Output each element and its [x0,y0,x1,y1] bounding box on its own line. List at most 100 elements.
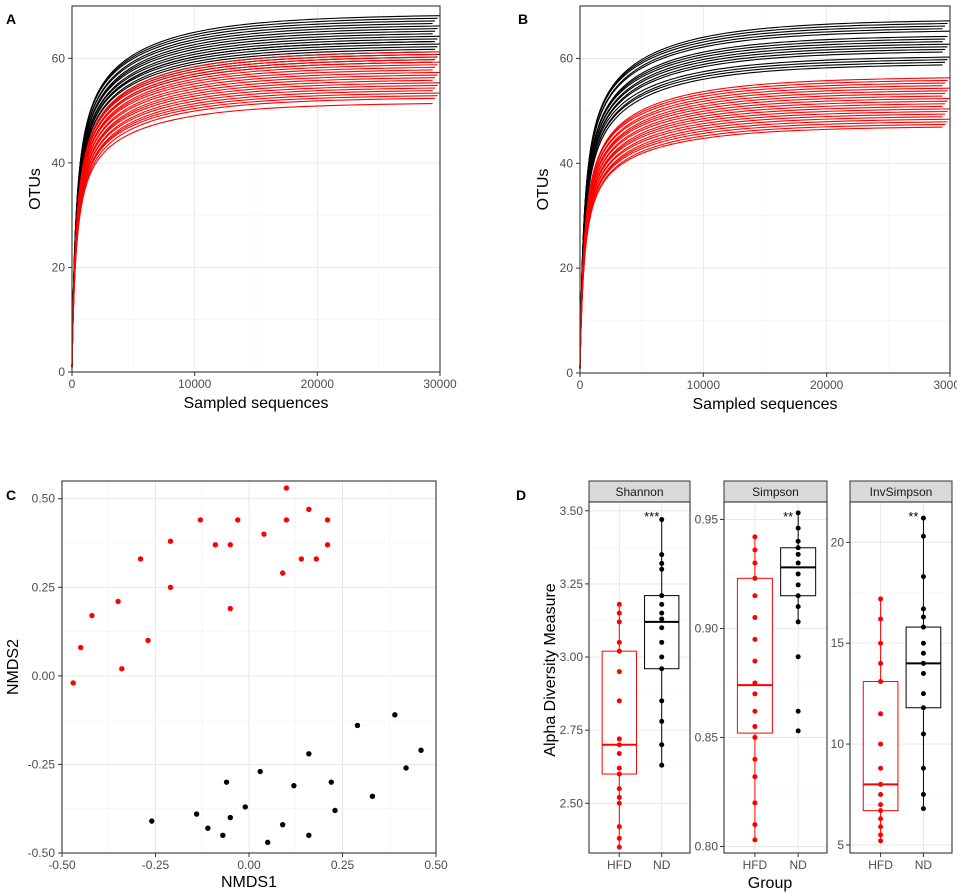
x-axis-title: Group [748,875,793,892]
facet-strip-label: Shannon [615,485,663,499]
boxplot-nd [905,515,942,812]
nmds-point-hfd [119,666,125,672]
nmds-point-hfd [145,637,151,644]
box-point-hfd [616,844,622,850]
x-tick-label: -0.25 [142,858,170,872]
x-tick-label: 20000 [810,378,844,392]
nmds-point-nd [332,807,338,814]
box-point-nd [659,601,665,607]
y-axis-title: OTUs [535,169,552,211]
nmds-point-nd [193,811,200,817]
box-point-hfd [616,639,622,645]
significance-label: ** [783,509,793,524]
nmds-point-nd [257,768,263,775]
box-point-hfd [752,534,758,540]
y-tick-label: 3.25 [560,577,584,591]
box-point-nd [795,619,801,625]
nmds-point-nd [265,839,271,846]
box-point-hfd [616,742,622,748]
facet-strip-label: InvSimpson [870,485,933,499]
box-point-nd [659,566,665,572]
box-point-hfd [752,615,758,621]
x-tick-label: 30000 [423,377,457,391]
box-point-nd [659,762,665,768]
panel-c-nmds: -0.50 -0.25 0.00 0.25 0.50 -0.50 -0.25 0.00 0.25… [5,480,448,891]
box-point-nd [795,545,801,551]
box-point-hfd [878,765,884,771]
nmds-point-hfd [261,531,267,537]
panel-b-rarefaction: 0 10000 20000 30000 0 20 40 60 Sampled sequences… [535,5,957,413]
box-point-hfd [878,816,884,822]
y-tick-label: 40 [52,156,66,170]
nmds-point-hfd [227,605,233,612]
box-point-hfd [878,832,884,838]
nmds-point-hfd [298,556,305,562]
panel-frame [723,501,828,854]
y-axis-title: OTUs [27,168,44,210]
box-point-nd [659,625,665,631]
rarefaction-curve-nd [579,64,943,369]
box-point-nd [795,728,801,734]
box-point-nd [795,560,801,566]
panel-frame [588,501,691,854]
x-tick-label: HFD [868,858,893,872]
y-tick-label: 20 [831,535,845,549]
box-point-hfd [878,781,884,787]
box-point-nd [795,604,801,610]
box-point-nd [920,533,926,539]
box-point-nd [920,640,926,646]
nmds-point-nd [205,825,211,831]
box-point-hfd [752,774,758,780]
nmds-point-hfd [212,542,219,548]
box-point-hfd [752,822,758,828]
box-point-hfd [878,838,884,844]
x-tick-label: 0 [577,378,584,392]
box-point-nd [659,560,665,566]
panel-letter-d: D [516,487,526,503]
box-point-hfd [878,711,884,717]
box-point-nd [795,582,801,588]
box-point-hfd [878,808,884,814]
box-point-nd [659,616,665,622]
box-point-hfd [878,660,884,666]
box-point-hfd [752,837,758,843]
box-point-nd [920,765,926,771]
box-point-nd [920,624,926,630]
box-point-hfd [752,734,758,740]
box-point-nd [659,666,665,672]
y-tick-label: 0.25 [32,580,56,594]
nmds-point-nd [279,821,286,828]
box-point-nd [795,708,801,714]
box-point-hfd [878,679,884,685]
box-point-nd [920,670,926,676]
nmds-point-hfd [324,517,331,523]
box-point-hfd [752,800,758,806]
x-tick-label: HFD [743,858,768,872]
box-point-nd [920,660,926,666]
box-point-nd [659,552,665,558]
box-point-hfd [878,824,884,830]
box-point-nd [920,705,926,711]
nmds-point-hfd [78,644,84,651]
y-tick-label: 0.80 [695,839,719,853]
facet-invsimpson: InvSimpson 5 10 15 20 HFD ND ** [831,480,953,872]
nmds-point-nd [223,779,230,785]
box-point-hfd [616,765,622,771]
box-point-hfd [616,698,622,704]
x-tick-label: 10000 [178,377,212,391]
box-point-hfd [752,756,758,762]
nmds-point-nd [149,818,155,824]
x-axis-title: Sampled sequences [693,396,838,413]
y-tick-label: 0.00 [32,669,56,683]
box-point-nd [659,718,665,724]
x-tick-label: 0.00 [237,858,261,872]
nmds-point-hfd [235,517,241,523]
box-point-hfd [752,560,758,566]
box-point-hfd [616,619,622,625]
box-point-nd [659,698,665,704]
y-tick-label: 10 [831,737,845,751]
nmds-point-nd [354,722,361,729]
box-point-hfd [752,575,758,581]
y-tick-label: 0.95 [695,512,719,526]
box-point-hfd [878,741,884,747]
